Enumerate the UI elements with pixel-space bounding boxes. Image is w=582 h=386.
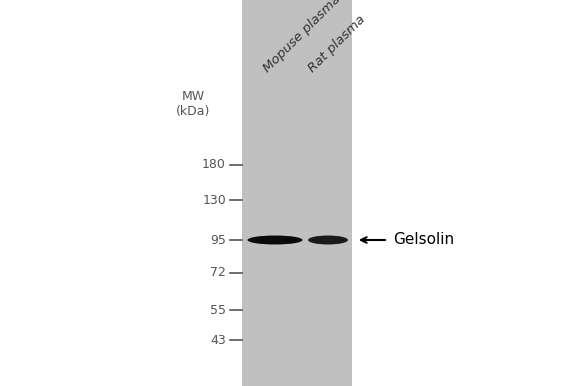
Text: 43: 43 <box>210 334 226 347</box>
Text: Gelsolin: Gelsolin <box>393 232 454 247</box>
Text: 95: 95 <box>210 234 226 247</box>
Text: Mopuse plasma: Mopuse plasma <box>261 0 343 75</box>
Text: Rat plasma: Rat plasma <box>306 13 368 75</box>
Text: MW
(kDa): MW (kDa) <box>176 90 210 118</box>
Text: 55: 55 <box>210 303 226 317</box>
Ellipse shape <box>308 235 348 244</box>
Text: 180: 180 <box>202 159 226 171</box>
Text: 72: 72 <box>210 266 226 279</box>
Ellipse shape <box>247 235 303 244</box>
Bar <box>242 0 352 386</box>
Text: 130: 130 <box>203 193 226 207</box>
